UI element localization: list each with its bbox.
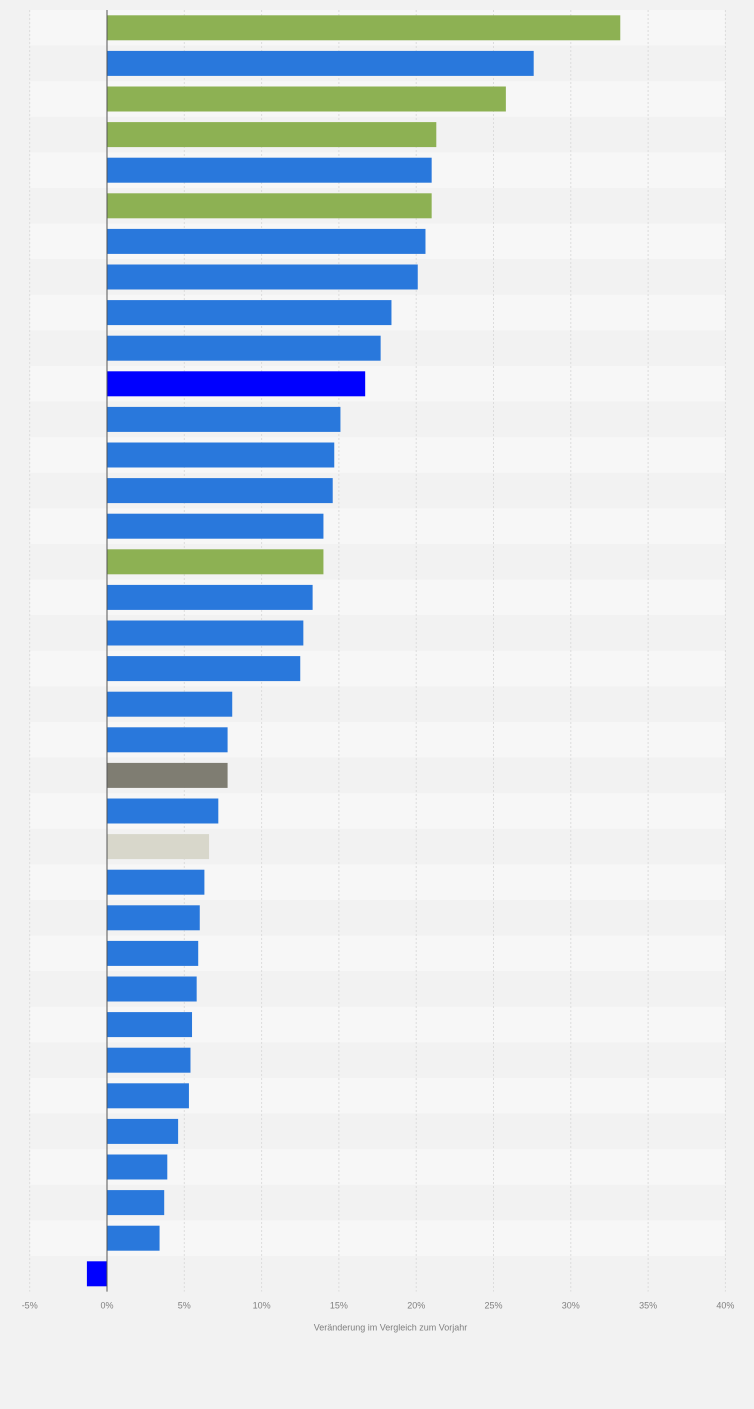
bar bbox=[107, 656, 301, 682]
bar bbox=[107, 869, 205, 895]
bar bbox=[107, 798, 219, 824]
bar bbox=[107, 727, 228, 753]
bar bbox=[107, 1012, 193, 1038]
bar bbox=[86, 1261, 107, 1287]
bar bbox=[107, 1083, 189, 1109]
x-tick-label: 25% bbox=[484, 1301, 502, 1311]
x-tick-label: 40% bbox=[716, 1301, 734, 1311]
x-tick-label: 5% bbox=[178, 1301, 191, 1311]
x-axis-title: Veränderung im Vergleich zum Vorjahr bbox=[314, 1323, 468, 1333]
bar bbox=[107, 762, 228, 788]
bar bbox=[107, 940, 199, 966]
bar bbox=[107, 620, 304, 646]
bar bbox=[107, 157, 432, 183]
x-tick-label: 35% bbox=[639, 1301, 657, 1311]
bar bbox=[107, 228, 426, 254]
x-tick-label: 20% bbox=[407, 1301, 425, 1311]
x-tick-label: 15% bbox=[330, 1301, 348, 1311]
bar bbox=[107, 691, 233, 717]
bar bbox=[107, 549, 324, 575]
bar bbox=[107, 1047, 191, 1073]
bar bbox=[107, 15, 621, 41]
bar bbox=[107, 50, 534, 76]
row-band bbox=[30, 1256, 725, 1292]
bar bbox=[107, 976, 197, 1002]
bar bbox=[107, 442, 335, 468]
x-tick-label: -5% bbox=[22, 1301, 38, 1311]
bar bbox=[107, 834, 210, 860]
bar bbox=[107, 1118, 179, 1144]
bar bbox=[107, 86, 506, 112]
bar bbox=[107, 1154, 168, 1180]
bar bbox=[107, 406, 341, 432]
bar bbox=[107, 478, 333, 504]
x-tick-label: 30% bbox=[562, 1301, 580, 1311]
bar bbox=[107, 264, 418, 290]
bar bbox=[107, 584, 313, 610]
bar bbox=[107, 300, 392, 326]
bar bbox=[107, 1190, 165, 1216]
bar bbox=[107, 193, 432, 219]
x-tick-label: 10% bbox=[253, 1301, 271, 1311]
bar bbox=[107, 122, 437, 148]
bar bbox=[107, 335, 381, 361]
bar bbox=[107, 905, 200, 931]
x-tick-label: 0% bbox=[100, 1301, 113, 1311]
bar bbox=[107, 1225, 160, 1251]
bar bbox=[107, 371, 366, 397]
bar bbox=[107, 513, 324, 539]
